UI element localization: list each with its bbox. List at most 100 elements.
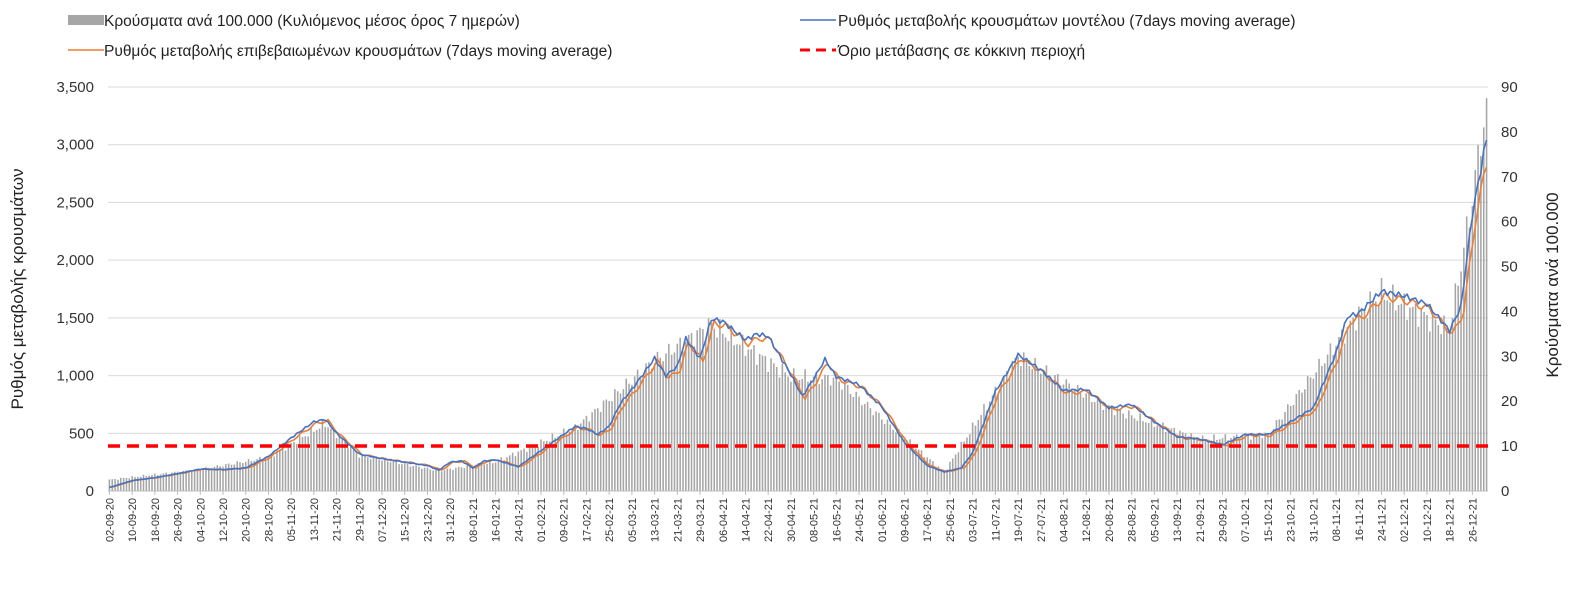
bar bbox=[1054, 374, 1056, 491]
bar bbox=[926, 457, 928, 491]
bar bbox=[841, 389, 843, 491]
x-tick-label: 25-02-21 bbox=[604, 498, 616, 542]
bar bbox=[991, 395, 994, 491]
bar bbox=[1179, 430, 1181, 491]
bar bbox=[367, 457, 369, 491]
x-tick-label: 24-01-21 bbox=[513, 498, 525, 542]
bar bbox=[463, 468, 466, 491]
bar bbox=[1130, 415, 1133, 491]
bar bbox=[682, 351, 684, 491]
bar bbox=[222, 466, 224, 491]
bar bbox=[230, 464, 233, 491]
bar bbox=[949, 461, 951, 491]
bar bbox=[1102, 409, 1105, 491]
bar bbox=[932, 461, 934, 491]
bar bbox=[554, 437, 557, 491]
bar bbox=[846, 384, 849, 491]
bar bbox=[392, 461, 395, 491]
bar bbox=[937, 466, 940, 491]
bar bbox=[579, 423, 582, 491]
bar bbox=[1414, 303, 1417, 491]
legend-label-threshold: Όριο μετάβασης σε κόκκινη περιοχή bbox=[837, 43, 1085, 60]
bar bbox=[577, 429, 579, 491]
x-tick-label: 05-09-21 bbox=[1149, 498, 1161, 542]
x-tick-label: 05-03-21 bbox=[627, 498, 639, 542]
bar bbox=[557, 436, 559, 491]
bar bbox=[1261, 438, 1264, 491]
x-tick-label: 12-10-20 bbox=[218, 498, 230, 542]
bar bbox=[1241, 436, 1244, 491]
bar bbox=[653, 363, 656, 491]
legend-label-confirmed: Ρυθμός μεταβολής επιβεβαιωμένων κρουσμάτ… bbox=[104, 43, 612, 60]
bar bbox=[469, 465, 471, 491]
bar bbox=[526, 451, 528, 491]
bar bbox=[429, 469, 432, 491]
bar bbox=[929, 459, 931, 491]
bar bbox=[531, 445, 534, 491]
y-right-tick-label: 70 bbox=[1501, 169, 1518, 186]
gridlines bbox=[108, 86, 1488, 434]
bar bbox=[1113, 415, 1116, 491]
bar bbox=[1332, 355, 1335, 491]
bar bbox=[1216, 439, 1218, 491]
bar bbox=[1485, 98, 1488, 492]
bar bbox=[1210, 440, 1212, 491]
bar bbox=[739, 344, 741, 491]
bar bbox=[1318, 358, 1320, 491]
bar bbox=[807, 381, 809, 491]
bar bbox=[1372, 300, 1374, 491]
bar bbox=[614, 389, 616, 491]
x-tick-label: 20-10-20 bbox=[241, 498, 253, 542]
bar bbox=[775, 366, 778, 491]
bar bbox=[432, 470, 434, 491]
bar bbox=[287, 443, 290, 491]
bar bbox=[344, 439, 346, 491]
bar bbox=[1426, 314, 1428, 491]
bar bbox=[321, 420, 324, 491]
bar bbox=[242, 462, 244, 491]
bar bbox=[568, 431, 571, 491]
bar bbox=[878, 412, 880, 491]
bar bbox=[628, 383, 630, 491]
bar bbox=[665, 353, 667, 491]
bar bbox=[1468, 227, 1471, 491]
bar bbox=[193, 469, 196, 491]
bar bbox=[1071, 392, 1073, 491]
bar bbox=[128, 478, 131, 491]
bar bbox=[358, 457, 361, 491]
bar bbox=[318, 428, 321, 491]
bar bbox=[361, 453, 363, 491]
bar bbox=[591, 412, 593, 491]
x-tick-label: 08-05-21 bbox=[809, 498, 821, 542]
bar bbox=[509, 455, 511, 491]
bar bbox=[1133, 418, 1136, 491]
bar bbox=[1451, 318, 1454, 491]
bar bbox=[1142, 421, 1144, 491]
x-tick-label: 18-12-21 bbox=[1445, 498, 1457, 542]
bar bbox=[1136, 420, 1139, 491]
bar bbox=[798, 379, 801, 491]
axes: 0 500 1,000 1,500 2,000 2,500 3,000 3,500 0 10 20 3… bbox=[56, 79, 1517, 542]
bar bbox=[599, 412, 602, 491]
bar bbox=[500, 457, 503, 491]
x-tick-label: 15-10-21 bbox=[1263, 498, 1275, 542]
bar bbox=[1326, 354, 1329, 491]
bar bbox=[900, 436, 903, 491]
bar bbox=[858, 396, 860, 491]
bar bbox=[173, 471, 176, 491]
bar bbox=[1278, 419, 1281, 491]
x-tick-label: 29-03-21 bbox=[695, 498, 707, 542]
legend: Κρούσματα ανά 100.000 (Κυλιόμενος μέσος … bbox=[68, 13, 1296, 60]
bar bbox=[1383, 299, 1386, 491]
bar bbox=[699, 327, 701, 491]
bar bbox=[1323, 363, 1326, 491]
bar bbox=[145, 476, 148, 491]
bar bbox=[1315, 372, 1317, 491]
bar bbox=[1375, 301, 1377, 491]
bar bbox=[977, 420, 980, 491]
bar bbox=[1193, 436, 1195, 491]
bar bbox=[716, 337, 718, 491]
bar bbox=[1295, 394, 1298, 491]
bar bbox=[548, 441, 551, 491]
bar bbox=[1045, 365, 1048, 491]
